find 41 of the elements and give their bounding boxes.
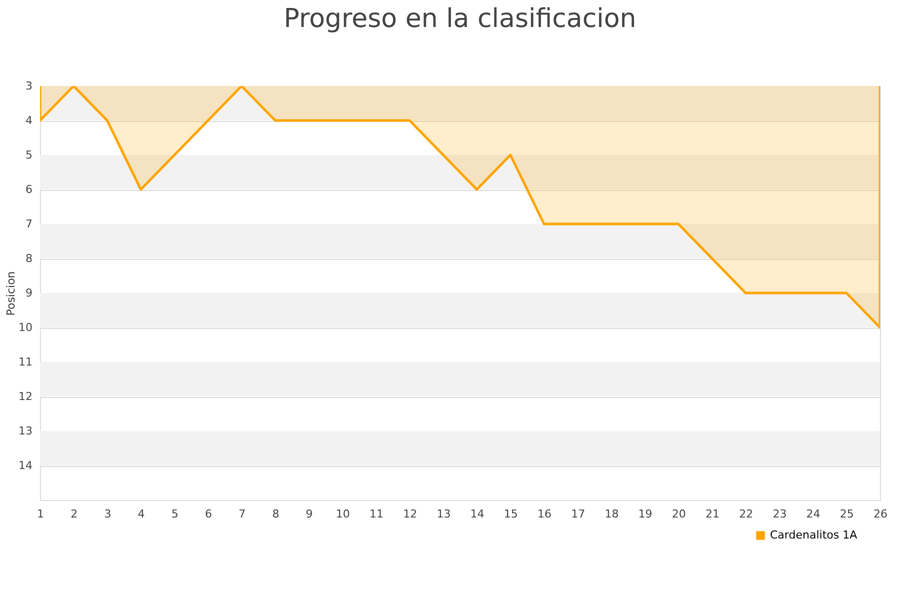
- x-tick-label: 18: [604, 508, 619, 520]
- x-tick-label: 5: [171, 508, 178, 520]
- x-tick-label: 2: [70, 508, 78, 520]
- y-tick-label: 6: [26, 183, 32, 196]
- x-tick-label: 19: [638, 508, 652, 520]
- y-tick-label: 11: [18, 356, 32, 368]
- y-tick-label: 10: [18, 321, 32, 334]
- x-tick-label: 1: [37, 508, 44, 520]
- x-tick-label: 20: [672, 508, 686, 520]
- x-tick-label: 14: [470, 508, 484, 520]
- x-tick-label: 8: [272, 508, 280, 520]
- x-tick-label: 7: [238, 508, 246, 520]
- y-tick-label: 14: [18, 459, 32, 472]
- y-tick-label: 9: [26, 286, 32, 300]
- y-tick-label: 13: [18, 424, 32, 438]
- x-tick-label: 24: [806, 508, 820, 520]
- x-tick-label: 9: [306, 508, 313, 520]
- y-tick-label: 5: [26, 148, 32, 162]
- y-tick-label: 12: [18, 390, 32, 403]
- legend-label: Cardenalitos 1A: [770, 528, 858, 542]
- x-tick-label: 25: [840, 508, 854, 520]
- x-tick-label: 12: [403, 508, 418, 520]
- y-tick-label: 8: [26, 252, 32, 265]
- x-tick-label: 13: [436, 508, 451, 520]
- x-tick-label: 22: [739, 508, 754, 520]
- x-tick-label: 10: [336, 508, 350, 520]
- x-tick-label: 21: [706, 508, 720, 520]
- x-tick-label: 3: [104, 508, 112, 520]
- y-tick-label: 7: [26, 218, 32, 230]
- y-axis-title: Posicion: [4, 271, 18, 316]
- x-tick-label: 6: [205, 508, 212, 520]
- x-tick-label: 4: [138, 508, 145, 520]
- x-tick-label: 23: [772, 508, 787, 520]
- x-tick-label: 17: [571, 508, 586, 520]
- x-tick-label: 16: [538, 508, 552, 520]
- x-tick-label: 15: [504, 508, 518, 520]
- x-tick-label: 11: [370, 508, 384, 520]
- y-tick-label: 3: [26, 80, 32, 92]
- x-tick-label: 26: [874, 508, 888, 520]
- chart-title: Progreso en la clasificacion: [284, 4, 636, 34]
- y-tick-label: 4: [26, 114, 32, 127]
